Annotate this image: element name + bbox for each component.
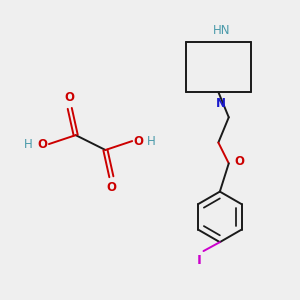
Text: H: H — [24, 138, 33, 151]
Text: O: O — [106, 181, 116, 194]
Text: I: I — [197, 254, 202, 267]
Text: O: O — [65, 91, 75, 104]
Text: HN: HN — [213, 24, 230, 37]
Text: O: O — [234, 155, 244, 168]
Text: O: O — [134, 135, 144, 148]
Text: O: O — [38, 138, 47, 151]
Text: N: N — [216, 97, 226, 110]
Text: H: H — [147, 135, 156, 148]
